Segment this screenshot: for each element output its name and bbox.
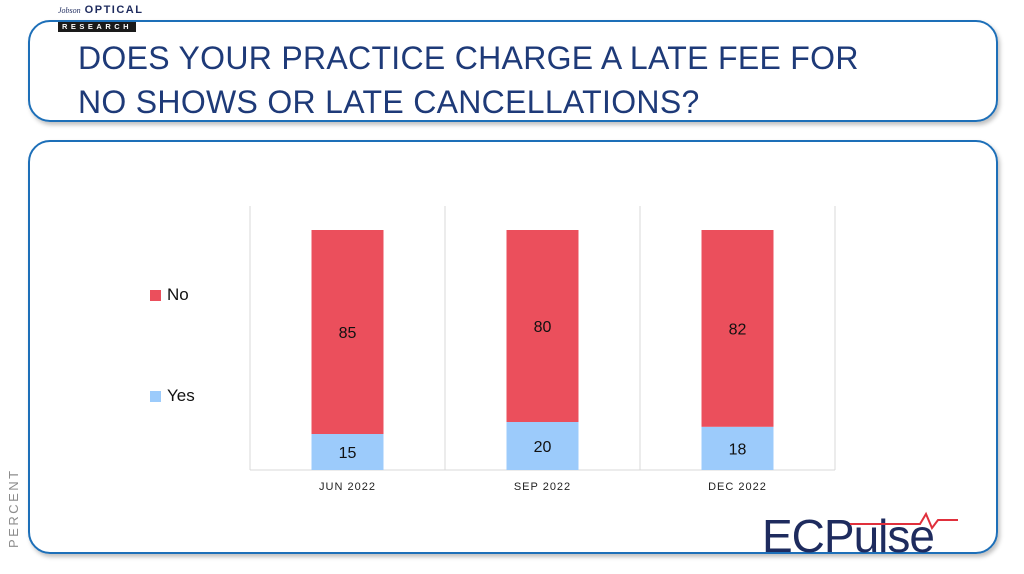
brand-text: ECPulse	[762, 510, 935, 562]
data-label-yes-2: 20	[534, 439, 552, 456]
data-label-no-2: 80	[534, 319, 552, 336]
pulse-wave-icon	[850, 511, 958, 530]
x-tick-label-2: SEP 2022	[514, 481, 571, 493]
chart-frame	[28, 140, 998, 554]
legend-swatch-no	[150, 289, 161, 301]
bar-no-2	[506, 230, 579, 422]
legend-swatch-yes	[150, 390, 161, 402]
jobson-optical-research-logo: Jobson OPTICAL RESEARCH	[58, 4, 158, 34]
data-label-no-1: 85	[339, 325, 357, 342]
legend-item-yes: Yes	[150, 386, 195, 406]
logo-script-text: Jobson	[58, 5, 81, 15]
page-title: DOES YOUR PRACTICE CHARGE A LATE FEE FOR…	[78, 40, 859, 120]
x-tick-label-3: DEC 2022	[708, 481, 767, 493]
bar-yes-2	[506, 422, 579, 470]
data-label-yes-3: 18	[729, 441, 747, 458]
bar-no-1	[311, 230, 384, 434]
bar-yes-1	[311, 434, 384, 470]
bar-no-3	[701, 230, 774, 427]
ecpulse-logo: ECPulse	[762, 506, 962, 566]
legend-item-no: No	[150, 285, 189, 305]
legend-label-no: No	[167, 285, 189, 304]
legend-label-yes: Yes	[167, 386, 195, 405]
title-frame	[28, 20, 998, 122]
logo-research-text: RESEARCH	[58, 21, 137, 32]
x-tick-label-1: JUN 2022	[319, 481, 376, 493]
logo-optical-text: OPTICAL	[84, 4, 144, 16]
bar-yes-3	[701, 426, 774, 470]
data-label-yes-1: 15	[339, 445, 357, 462]
data-label-no-3: 82	[729, 321, 747, 338]
